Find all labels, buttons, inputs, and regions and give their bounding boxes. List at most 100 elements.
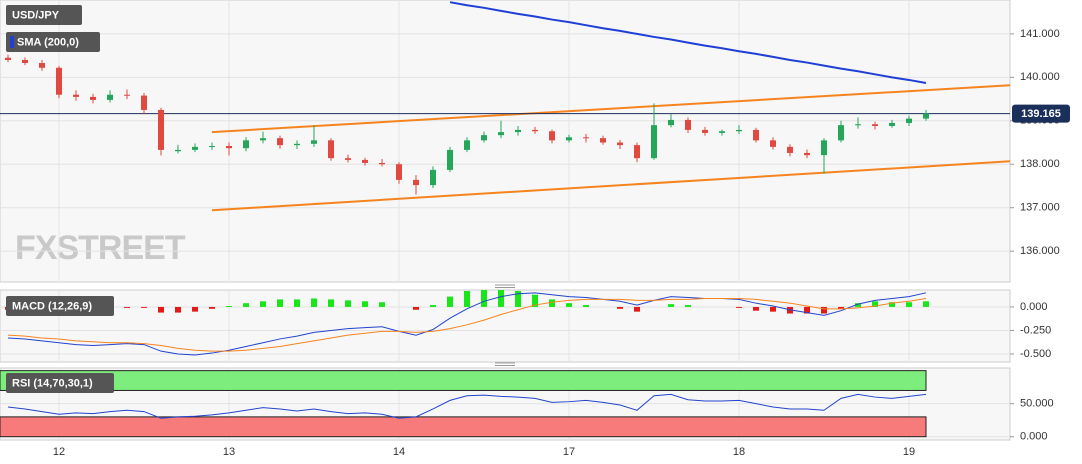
macd-histogram-bar [549, 299, 555, 307]
y-tick-label: 137.000 [1020, 202, 1060, 214]
macd-panel [0, 289, 1011, 363]
macd-histogram-bar [311, 298, 317, 307]
indicator-line [449, 1, 927, 84]
candle-body [464, 140, 470, 150]
candle-body [668, 119, 674, 126]
macd-histogram-bar [753, 306, 759, 311]
y-tick-label: -0.500 [1020, 348, 1051, 360]
price-panel [0, 0, 1011, 283]
macd-histogram-bar [209, 306, 215, 309]
candle-body [906, 118, 912, 123]
candle-body [481, 135, 487, 141]
candle-body [804, 152, 810, 156]
macd-histogram-bar [158, 306, 164, 313]
macd-histogram-bar [447, 296, 453, 307]
macd-histogram-bar [498, 290, 504, 307]
candle-body [175, 149, 181, 152]
candle-body [634, 145, 640, 159]
macd-histogram-bar [566, 303, 572, 307]
macd-histogram-bar [175, 306, 181, 313]
candle-body [124, 94, 130, 96]
candle-body [56, 67, 62, 95]
candle-body [685, 119, 691, 130]
label-box [6, 5, 82, 25]
candle-body [498, 132, 504, 136]
macd-histogram-bar [260, 301, 266, 307]
macd-histogram-bar [192, 306, 198, 312]
candle-body [260, 138, 266, 141]
symbol-label: USD/JPY [12, 9, 60, 21]
macd-histogram-bar [243, 303, 249, 307]
candle-body [651, 125, 657, 159]
panel-marks [0, 370, 927, 438]
y-tick-label: 0.000 [1020, 431, 1048, 443]
candle-body [209, 145, 215, 147]
candle-body [158, 109, 164, 150]
candle-body [345, 158, 351, 160]
panel-marks [0, 1, 1010, 212]
panel-handle[interactable] [495, 284, 515, 366]
candle-body [5, 57, 11, 60]
macd-histogram-bar [770, 306, 776, 312]
macd-histogram-bar [736, 306, 742, 308]
macd-histogram-bar [124, 306, 130, 308]
macd-histogram-bar [294, 299, 300, 307]
indicator-line [7, 297, 927, 352]
price-tag [1012, 104, 1070, 123]
candle-body [39, 63, 45, 68]
candle-body [379, 162, 385, 165]
macd-histogram-bar [464, 290, 470, 307]
legend-label: SMA (200,0) [17, 36, 79, 48]
labels: USD/JPY SMA (200,0) MACD (12,26,9) RSI (… [6, 5, 1070, 458]
candle-body [243, 140, 249, 149]
x-tick-label: 17 [563, 446, 575, 458]
candle-body [872, 124, 878, 127]
candle-body [447, 149, 453, 170]
macd-histogram-bar [481, 290, 487, 307]
candle-body [770, 140, 776, 147]
candle-body [226, 145, 232, 149]
macd-histogram-bar [872, 301, 878, 307]
indicator-line [7, 292, 927, 356]
y-tick-label: 140.000 [1020, 71, 1060, 83]
plot [0, 0, 1014, 440]
rsi-band [0, 416, 927, 438]
candle-body [821, 140, 827, 156]
x-tick-label: 18 [733, 446, 745, 458]
macd-histogram-bar [685, 305, 691, 307]
candle-body [396, 164, 402, 180]
candle-body [73, 94, 79, 97]
label-box [6, 32, 100, 52]
macd-histogram-bar [821, 306, 827, 314]
macd-histogram-bar [226, 306, 232, 307]
x-tick-label: 12 [53, 446, 65, 458]
price-tag-label: 139.165 [1021, 108, 1061, 120]
candle-body [90, 96, 96, 100]
candle-body [192, 146, 198, 150]
candle-body [838, 125, 844, 141]
candle-body [22, 59, 28, 64]
candle-body [141, 95, 147, 110]
candle-body [515, 129, 521, 133]
y-tick-label: 138.000 [1020, 158, 1060, 170]
candle-body [566, 137, 572, 141]
candle-body [413, 179, 419, 186]
candle-body [549, 131, 555, 141]
y-tick-label: 50.000 [1020, 398, 1054, 410]
macd-histogram-bar [362, 301, 368, 307]
candle-body [855, 124, 861, 126]
macd-histogram-bar [889, 302, 895, 307]
legend-swatch [10, 36, 14, 48]
macd-histogram-bar [430, 305, 436, 307]
candle-body [736, 129, 742, 132]
y-tick-label: 0.000 [1020, 301, 1048, 313]
macd-histogram-bar [532, 294, 538, 307]
candle-body [294, 143, 300, 146]
indicator-line [7, 393, 927, 419]
macd-histogram-bar [583, 305, 589, 307]
indicator-label: RSI (14,70,30,1) [12, 377, 93, 389]
candle-body [362, 159, 368, 163]
y-tick-label: 136.000 [1020, 245, 1060, 257]
candle-body [719, 131, 725, 133]
